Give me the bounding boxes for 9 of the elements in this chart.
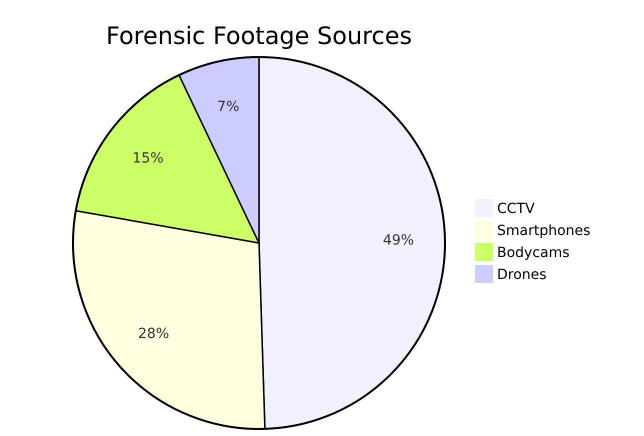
- legend-label: Drones: [497, 267, 547, 283]
- legend-label: Smartphones: [497, 223, 590, 239]
- chart-title: Forensic Footage Sources: [106, 22, 412, 50]
- slice-label: CCTV: [497, 201, 536, 217]
- data-label: 49%: [382, 232, 414, 249]
- data-label: 15%: [132, 150, 164, 166]
- data-label: 28%: [138, 326, 170, 342]
- legend-label: Bodycams: [497, 245, 570, 261]
- data-label: 7%: [217, 98, 240, 115]
